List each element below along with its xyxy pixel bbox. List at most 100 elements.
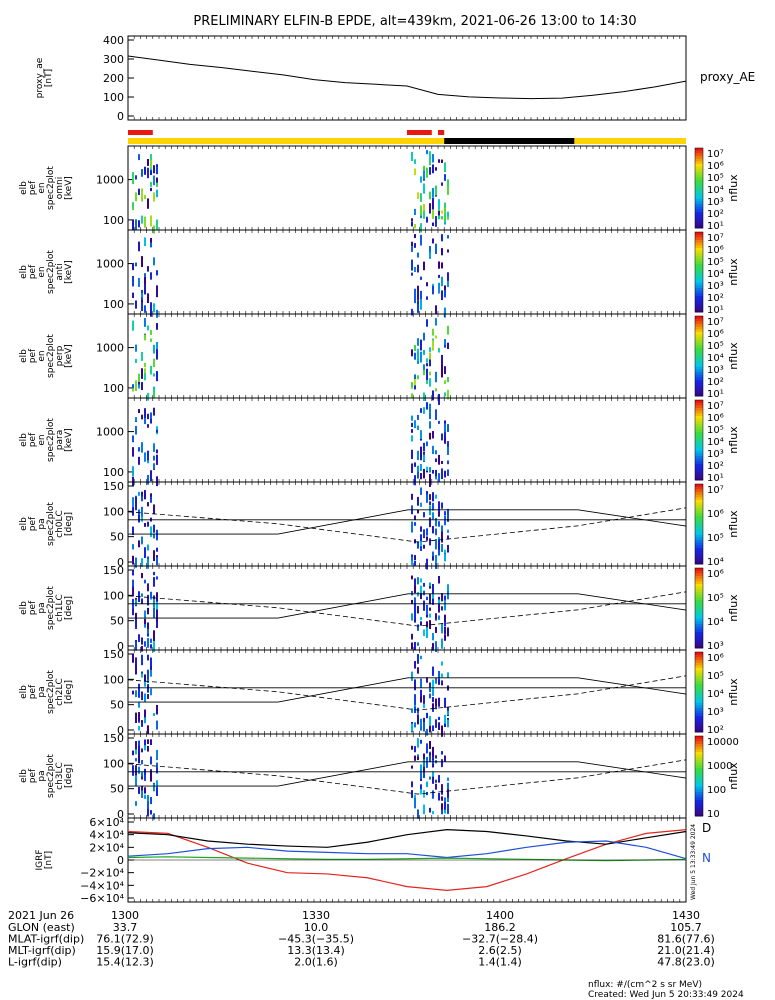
y-tick-label: 100: [103, 91, 124, 104]
spectrogram-pixel: [432, 746, 434, 753]
orbit-segment: [444, 138, 575, 144]
spectrogram-pixel: [426, 296, 428, 300]
spectrogram-pixel: [135, 425, 137, 435]
y-axis-label-line: [deg]: [64, 596, 74, 620]
spectrogram-pixel: [153, 303, 155, 313]
y-axis-label-line: spec2plot: [46, 334, 56, 378]
spectrogram-pixel: [144, 745, 146, 751]
colorbar-segment: [695, 405, 703, 409]
colorbar-tick-label: 10⁵: [707, 425, 724, 436]
ephemeris-value: 186.2: [484, 921, 516, 934]
spectrogram-pixel: [429, 741, 431, 750]
colorbar-segment: [695, 321, 703, 325]
panel-frame: [127, 397, 687, 483]
spectrogram-pixel: [153, 783, 155, 792]
spectrogram-pixel: [417, 541, 419, 549]
colorbar-segment: [695, 382, 703, 386]
spectrogram-pixel: [150, 669, 152, 677]
colorbar-segment: [695, 212, 703, 216]
y-tick-label: 100: [103, 298, 124, 311]
spectrogram-pixel: [153, 463, 155, 470]
spectrogram-pixel: [420, 545, 422, 551]
spectrogram-pixel: [414, 234, 416, 239]
panel-frame: [127, 145, 687, 231]
panel-frame: [127, 481, 687, 567]
spectrogram-pixel: [156, 189, 158, 198]
orbit-segment: [574, 138, 686, 144]
spectrogram-pixel: [150, 638, 152, 643]
spectrogram-pixel: [420, 408, 422, 413]
colorbar-segment: [695, 377, 703, 381]
spectrogram-pixel: [411, 505, 413, 510]
spectrogram-pixel: [447, 325, 449, 335]
spectrogram-pixel: [420, 205, 422, 216]
colorbar-segment: [695, 626, 703, 630]
spectrogram-pixel: [132, 608, 134, 616]
spectrogram-pixel: [441, 544, 443, 552]
spectrogram-pixel: [156, 285, 158, 294]
ephemeris-row-label: GLON (east): [8, 921, 75, 934]
spectrogram-pixel: [429, 538, 431, 546]
colorbar-segment: [695, 484, 703, 488]
spectrogram-pixel: [447, 469, 449, 476]
spectrogram-pixel: [156, 371, 158, 381]
spectrogram-pixel: [426, 596, 428, 601]
spectrogram-pixel: [435, 755, 437, 759]
footer-created: Created: Wed Jun 5 20:33:49 2024: [588, 990, 744, 1000]
spectrogram-pixel: [426, 792, 428, 796]
spectrogram-pixel: [447, 535, 449, 540]
y-axis-label-line: [deg]: [64, 512, 74, 536]
spectrogram-pixel: [432, 750, 434, 758]
colorbar-segment: [695, 645, 703, 649]
spectrogram-pixel: [156, 547, 158, 552]
spectrogram-pixel: [438, 199, 440, 206]
spectrogram-pixel: [411, 781, 413, 788]
spectrogram-pixel: [144, 681, 146, 687]
y-tick-label: 1000: [96, 258, 124, 271]
ephemeris-value: 47.8(23.0): [657, 956, 715, 969]
colorbar-tick-label: 10³: [707, 641, 724, 652]
spectrogram-pixel: [435, 450, 437, 455]
colorbar-segment: [695, 456, 703, 460]
spectrogram-pixel: [426, 781, 428, 788]
spectrogram-pixel: [429, 352, 431, 360]
colorbar-tick-label: 10²: [707, 377, 724, 388]
spectrogram-pixel: [423, 261, 425, 271]
spectrogram-pixel: [132, 750, 134, 756]
spectrogram-pixel: [417, 624, 419, 631]
spectrogram-pixel: [147, 168, 149, 179]
spectrogram-pixel: [414, 267, 416, 272]
colorbar-segment: [695, 366, 703, 370]
spectrogram-pixel: [144, 408, 146, 418]
spectrogram-pixel: [132, 388, 134, 392]
spectrogram-pixel: [141, 414, 143, 420]
spectrogram-pixel: [447, 376, 449, 383]
spectrogram-pixel: [420, 276, 422, 280]
spectrogram-pixel: [150, 330, 152, 335]
spectrogram-pixel: [132, 579, 134, 587]
y-tick-label: 150: [103, 480, 124, 493]
spectrogram-pixel: [426, 605, 428, 615]
spectrogram-pixel: [132, 171, 134, 177]
colorbar-segment: [695, 629, 703, 633]
y-axis-label-line: proxy_ae: [35, 57, 45, 98]
colorbar-tick-label: 10³: [707, 197, 724, 208]
spectrogram-pixel: [135, 599, 137, 606]
spectrogram-pixel: [141, 368, 143, 379]
y-tick-label: 100: [103, 214, 124, 227]
spectrogram-pixel: [426, 319, 428, 327]
spectrogram-pixel: [150, 591, 152, 599]
colorbar-segment: [695, 337, 703, 341]
spectrogram-pixel: [447, 529, 449, 533]
colorbar-segment: [695, 185, 703, 189]
spectrogram-pixel: [150, 493, 152, 503]
spectrogram-pixel: [438, 796, 440, 801]
colorbar-segment: [695, 472, 703, 476]
spectrogram-pixel: [141, 293, 143, 298]
spectrogram-pixel: [144, 693, 146, 702]
y-tick-label: 4×10⁴: [89, 829, 124, 842]
colorbar-segment: [695, 264, 703, 268]
spectrogram-pixel: [420, 689, 422, 700]
spectrogram-pixel: [411, 745, 413, 750]
y-axis-label-line: [nT]: [44, 69, 54, 87]
